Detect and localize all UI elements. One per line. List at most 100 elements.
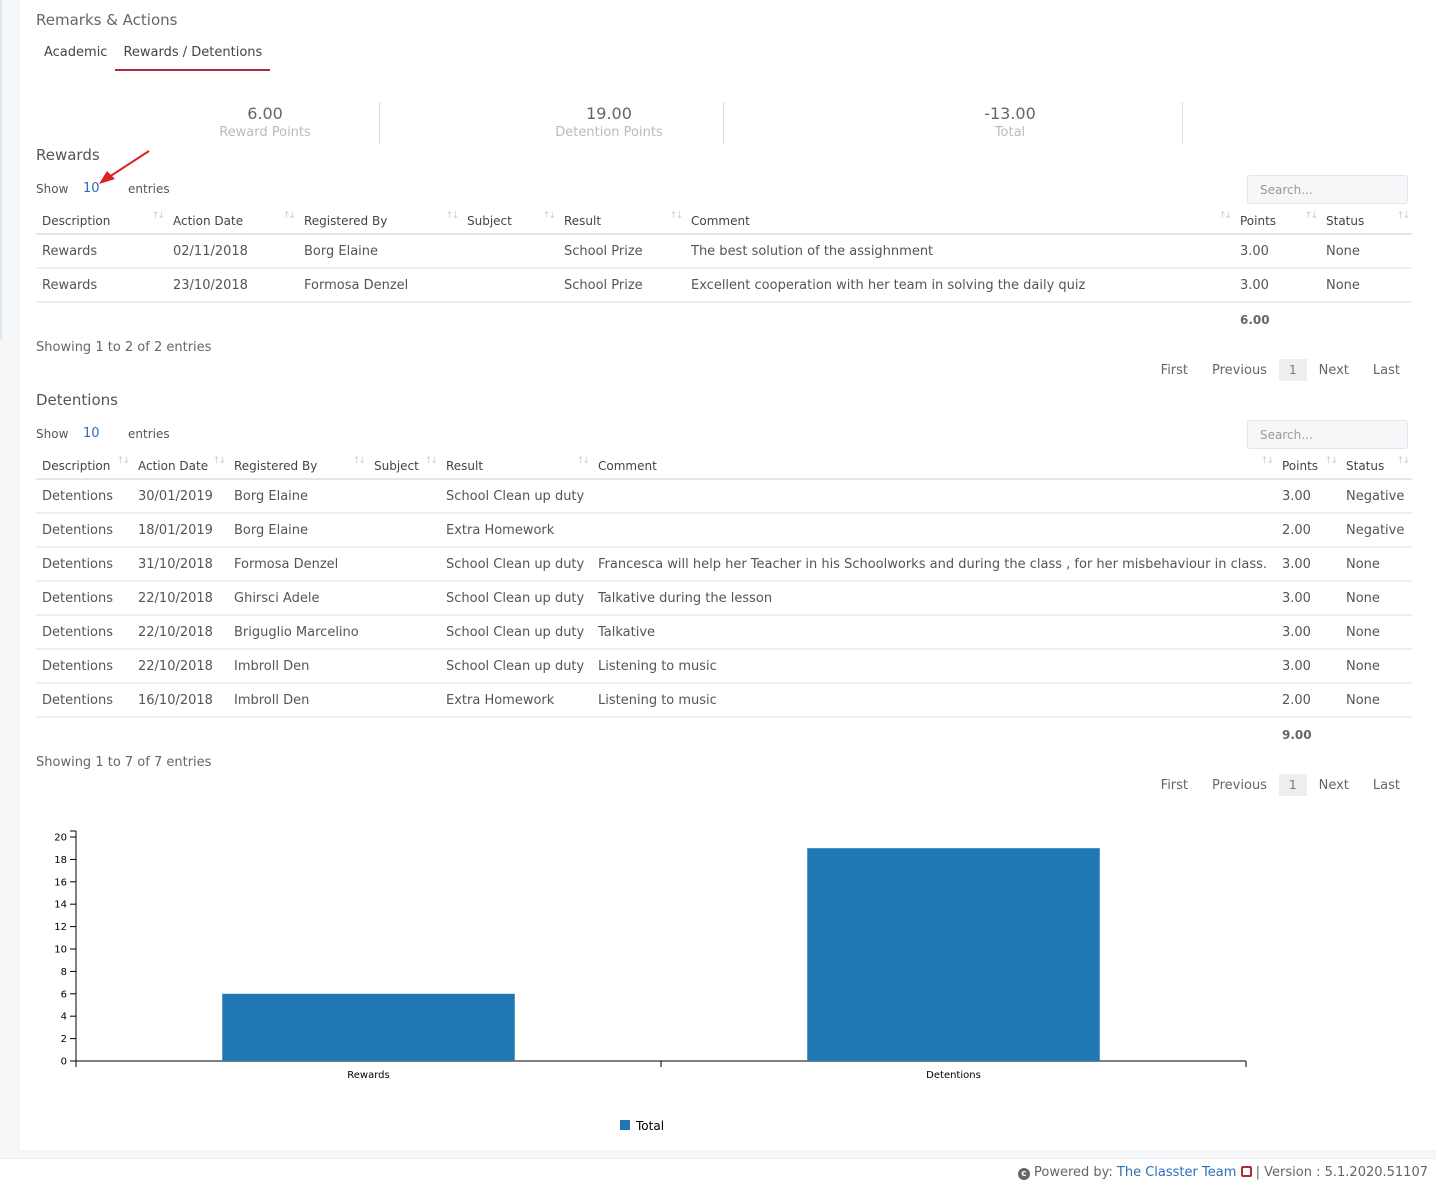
cell-action-date: 30/01/2019 — [132, 479, 228, 514]
col-header-result[interactable]: Result ↑↓ — [558, 208, 685, 235]
pager-first[interactable]: First — [1160, 362, 1189, 378]
show-label: Show — [36, 182, 69, 196]
cell-registered-by: Borg Elaine — [228, 513, 368, 548]
cell-action-date: 18/01/2019 — [132, 513, 228, 548]
header-label: Points — [1240, 213, 1277, 228]
footer: c Powered by: The Classter Team | Versio… — [0, 1158, 1436, 1185]
cell-action-date: 22/10/2018 — [132, 649, 228, 684]
pager-next[interactable]: Next — [1318, 362, 1349, 378]
col-header-comment[interactable]: Comment ↑↓ — [685, 208, 1234, 235]
tab-rewards-detentions[interactable]: Rewards / Detentions — [115, 44, 271, 71]
table-row: Detentions 22/10/2018 Briguglio Marcelino S… — [36, 615, 1412, 650]
pager-previous[interactable]: Previous — [1212, 777, 1267, 793]
header-label: Result — [564, 213, 602, 228]
col-header-description[interactable]: Description ↑↓ — [36, 453, 132, 480]
cell-subject — [368, 615, 440, 650]
legend-swatch — [620, 1120, 630, 1130]
cell-points: 2.00 — [1276, 683, 1340, 718]
col-header-description[interactable]: Description ↑↓ — [36, 208, 167, 235]
detentions-search-input[interactable] — [1247, 420, 1408, 449]
col-header-status[interactable]: Status ↑↓ — [1320, 208, 1412, 235]
pager-last[interactable]: Last — [1372, 777, 1400, 793]
header-label: Comment — [598, 458, 657, 473]
col-header-points[interactable]: Points ↑↓ — [1276, 453, 1340, 480]
entries-label: entries — [128, 182, 170, 196]
table-row: Detentions 30/01/2019 Borg Elaine School Cl… — [36, 479, 1412, 514]
cell-status: None — [1340, 615, 1412, 650]
col-header-action-date[interactable]: Action Date ↑↓ — [132, 453, 228, 480]
stat-total: -13.00 Total — [940, 104, 1080, 140]
sort-icon: ↑↓ — [116, 456, 130, 466]
rewards-page-length-select[interactable]: 10 — [83, 181, 100, 196]
stat-value: -13.00 — [984, 104, 1036, 123]
cell-status: None — [1320, 268, 1412, 303]
detentions-page-length-select[interactable]: 10 — [83, 426, 100, 441]
cell-status: None — [1340, 683, 1412, 718]
cell-subject — [368, 547, 440, 582]
stat-value: 19.00 — [586, 104, 632, 123]
cell-result: School Clean up duty — [440, 479, 592, 514]
cell-points: 3.00 — [1276, 615, 1340, 650]
table-header-row: Description ↑↓ Action Date ↑↓ Registered B… — [36, 453, 1412, 480]
entries-label: entries — [128, 427, 170, 441]
cell-points: 3.00 — [1276, 479, 1340, 514]
header-label: Subject — [467, 213, 512, 228]
classter-team-link[interactable]: The Classter Team — [1116, 1165, 1237, 1180]
rewards-table: Description ↑↓ Action Date ↑↓ Registered B… — [36, 208, 1412, 336]
cell-comment: Excellent cooperation with her team in s… — [685, 268, 1234, 303]
stat-label: Total — [994, 125, 1026, 140]
header-label: Status — [1346, 458, 1385, 473]
cell-comment: Talkative during the lesson — [592, 581, 1276, 616]
table-row: Rewards 23/10/2018 Formosa Denzel School… — [36, 268, 1412, 303]
y-tick-label: 8 — [61, 967, 67, 978]
annotation-arrow-icon — [99, 150, 150, 184]
cell-action-date: 02/11/2018 — [167, 234, 298, 269]
col-header-registered-by[interactable]: Registered By ↑↓ — [228, 453, 368, 480]
col-header-registered-by[interactable]: Registered By ↑↓ — [298, 208, 461, 235]
rewards-search-input[interactable] — [1247, 175, 1408, 204]
sort-icon: ↑↓ — [151, 211, 165, 221]
sort-icon: ↑↓ — [1396, 211, 1410, 221]
col-header-subject[interactable]: Subject ↑↓ — [368, 453, 440, 480]
cell-comment: Listening to music — [592, 649, 1276, 684]
y-tick-label: 10 — [54, 945, 67, 956]
y-tick-label: 4 — [61, 1012, 67, 1023]
col-header-result[interactable]: Result ↑↓ — [440, 453, 592, 480]
cell-status: None — [1340, 547, 1412, 582]
table-row: Detentions 16/10/2018 Imbroll Den Extra Hom… — [36, 683, 1412, 718]
header-label: Action Date — [138, 458, 209, 473]
y-tick-label: 20 — [54, 833, 67, 844]
table-row: Rewards 02/11/2018 Borg Elaine School Pr… — [36, 234, 1412, 269]
col-header-comment[interactable]: Comment ↑↓ — [592, 453, 1276, 480]
y-tick-label: 16 — [54, 877, 67, 888]
sort-icon: ↑↓ — [212, 456, 226, 466]
col-header-points[interactable]: Points ↑↓ — [1234, 208, 1320, 235]
bar-rewards — [222, 993, 515, 1061]
cell-comment: Listening to music — [592, 683, 1276, 718]
cell-description: Detentions — [36, 513, 132, 548]
tab-academic[interactable]: Academic — [44, 45, 108, 60]
cell-points: 3.00 — [1234, 234, 1320, 269]
pager-first[interactable]: First — [1160, 777, 1189, 793]
cell-description: Detentions — [36, 615, 132, 650]
cell-description: Detentions — [36, 683, 132, 718]
detentions-table: Description ↑↓ Action Date ↑↓ Registered B… — [36, 453, 1412, 751]
cell-points: 2.00 — [1276, 513, 1340, 548]
powered-by-label: Powered by: — [1034, 1165, 1113, 1180]
pager-previous[interactable]: Previous — [1212, 362, 1267, 378]
header-label: Comment — [691, 213, 750, 228]
pager-current-page[interactable]: 1 — [1278, 774, 1307, 796]
y-tick-label: 14 — [54, 900, 67, 911]
col-header-subject[interactable]: Subject ↑↓ — [461, 208, 558, 235]
cell-registered-by: Imbroll Den — [228, 683, 368, 718]
table-footer-row: 9.00 — [36, 717, 1412, 751]
pager-current-page[interactable]: 1 — [1278, 359, 1307, 381]
col-header-status[interactable]: Status ↑↓ — [1340, 453, 1412, 480]
show-label: Show — [36, 427, 69, 441]
pager-last[interactable]: Last — [1372, 362, 1400, 378]
footer-text: c Powered by: The Classter Team | Versio… — [1017, 1165, 1428, 1180]
cell-subject — [368, 683, 440, 718]
pager-next[interactable]: Next — [1318, 777, 1349, 793]
cell-points: 3.00 — [1276, 547, 1340, 582]
col-header-action-date[interactable]: Action Date ↑↓ — [167, 208, 298, 235]
